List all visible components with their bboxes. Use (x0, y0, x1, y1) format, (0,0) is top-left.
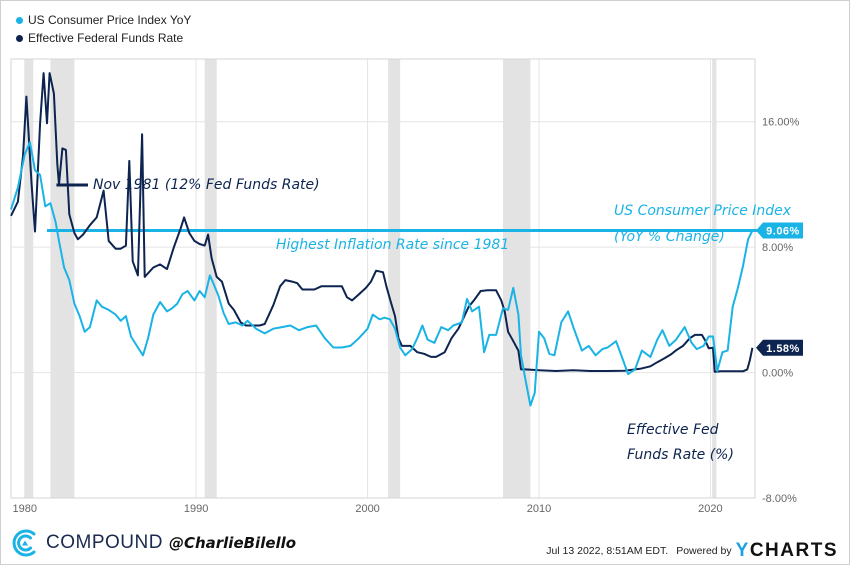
compound-brand-name: COMPOUND (46, 532, 163, 553)
recession-band (388, 59, 401, 498)
end-label-fed-funds: 1.58% (756, 339, 803, 356)
ycharts-attribution: Jul 13 2022, 8:51AM EDT. Powered by YCHA… (546, 540, 838, 562)
x-tick-label: 1980 (12, 503, 36, 515)
legend-label: US Consumer Price Index YoY (28, 13, 192, 27)
legend-dot-icon (16, 34, 23, 42)
annotations: Nov 1981 (12% Fed Funds Rate) Highest In… (56, 177, 792, 463)
annotation-cpi-subtitle: (YoY % Change) (614, 229, 725, 245)
end-label-value: 9.06% (766, 226, 800, 238)
x-tick-label: 2020 (698, 503, 722, 515)
annotation-nov-1981: Nov 1981 (12% Fed Funds Rate) (93, 177, 320, 193)
annotation-fed-subtitle: Funds Rate (%) (627, 447, 734, 463)
end-label-tag (756, 222, 803, 239)
legend-label: Effective Federal Funds Rate (28, 31, 184, 45)
annotation-highest-inflation: Highest Inflation Rate since 1981 (276, 237, 509, 253)
y-axis: 16.00% 8.00% 0.00% -8.00% (762, 117, 800, 505)
end-label-tag (756, 339, 803, 356)
compound-branding: COMPOUND @CharlieBilello (10, 528, 296, 558)
x-tick-label: 1990 (184, 503, 208, 515)
end-labels: 9.06% 1.58% (756, 222, 803, 356)
recession-band (503, 59, 531, 498)
powered-by-label: Powered by (676, 545, 732, 557)
recession-bands (24, 59, 717, 498)
timestamp: Jul 13 2022, 8:51AM EDT. (546, 545, 669, 557)
recession-band (24, 59, 34, 498)
x-tick-label: 2000 (355, 503, 379, 515)
series-line-cpi (10, 141, 754, 407)
author-handle: @CharlieBilello (168, 534, 297, 552)
y-tick-label: 8.00% (762, 242, 793, 254)
plot-border (10, 58, 756, 499)
legend-item-cpi[interactable]: US Consumer Price Index YoY (16, 11, 191, 29)
y-tick-label: -8.00% (762, 493, 797, 505)
annotation-fed-title: Effective Fed (627, 422, 719, 438)
recession-band (50, 59, 75, 498)
ycharts-logo-text: CHARTS (749, 540, 838, 561)
y-tick-label: 0.00% (762, 368, 793, 380)
series-line-fed-funds (10, 72, 754, 373)
ycharts-logo-y: Y (735, 540, 750, 561)
legend: US Consumer Price Index YoY Effective Fe… (16, 11, 191, 47)
series (10, 72, 754, 407)
legend-dot-icon (16, 16, 23, 24)
legend-item-fed-funds[interactable]: Effective Federal Funds Rate (16, 29, 191, 47)
x-axis: 1980 1990 2000 2010 2020 (12, 503, 722, 515)
end-label-value: 1.58% (766, 343, 800, 355)
x-tick-label: 2010 (527, 503, 551, 515)
y-tick-label: 16.00% (762, 117, 800, 129)
end-label-cpi: 9.06% (756, 222, 803, 239)
ycharts-logo[interactable]: YCHARTS (736, 540, 838, 562)
compound-logo-icon (12, 529, 36, 557)
recession-band (712, 59, 717, 498)
annotation-cpi-title: US Consumer Price Index (614, 203, 792, 219)
